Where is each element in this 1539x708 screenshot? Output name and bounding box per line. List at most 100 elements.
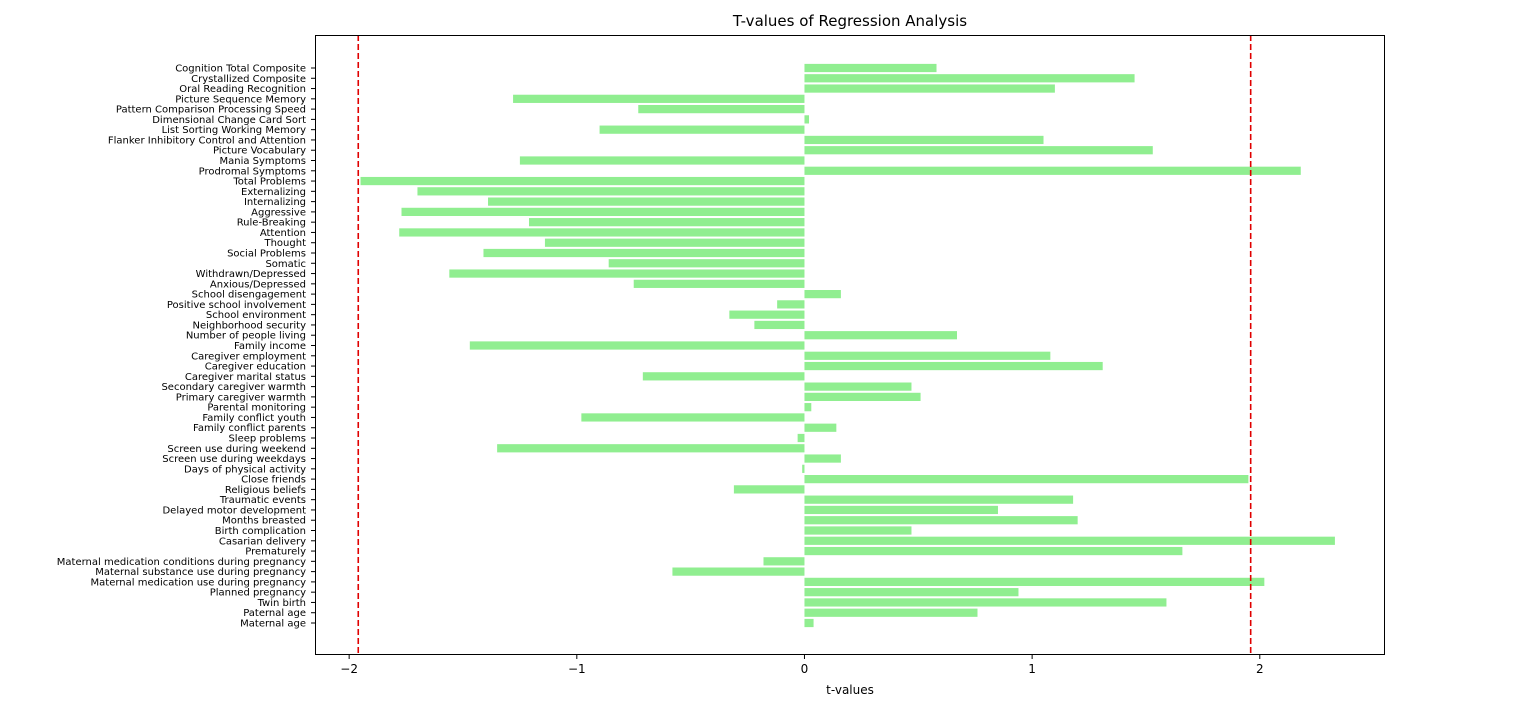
bar-32 bbox=[804, 392, 921, 401]
category-label: Family conflict parents bbox=[193, 423, 306, 434]
category-label: Flanker Inhibitory Control and Attention bbox=[108, 135, 306, 146]
bar-13 bbox=[488, 197, 805, 206]
category-label: Casarian delivery bbox=[219, 536, 306, 547]
bar-38 bbox=[804, 454, 841, 463]
chart-title: T-values of Regression Analysis bbox=[732, 12, 967, 30]
bar-19 bbox=[608, 259, 805, 268]
category-label: Prodromal Symptoms bbox=[199, 166, 306, 177]
bar-8 bbox=[804, 146, 1153, 155]
category-label: Family conflict youth bbox=[202, 413, 306, 424]
bar-11 bbox=[360, 176, 805, 186]
x-tick-label: 1 bbox=[1028, 662, 1036, 676]
threshold-lines bbox=[357, 35, 1252, 655]
category-label: Religious beliefs bbox=[225, 485, 306, 496]
bar-46 bbox=[804, 536, 1335, 545]
bar-10 bbox=[804, 166, 1301, 175]
bar-50 bbox=[804, 577, 1265, 586]
category-label: Maternal medication use during pregnancy bbox=[91, 577, 307, 588]
bar-34 bbox=[581, 413, 805, 422]
bar-36 bbox=[797, 433, 805, 443]
category-label: Withdrawn/Depressed bbox=[196, 269, 306, 280]
bar-22 bbox=[804, 290, 841, 299]
bar-41 bbox=[733, 485, 805, 494]
bar-49 bbox=[672, 567, 805, 576]
bar-5 bbox=[804, 115, 810, 124]
x-tick-label: 2 bbox=[1256, 662, 1264, 676]
category-label: Pattern Comparison Processing Speed bbox=[116, 105, 306, 116]
category-label: Screen use during weekdays bbox=[162, 454, 306, 465]
bar-29 bbox=[804, 361, 1103, 371]
bar-16 bbox=[399, 228, 805, 237]
x-tick-label: −2 bbox=[340, 662, 358, 676]
bar-17 bbox=[544, 238, 805, 247]
bar-51 bbox=[804, 588, 1019, 597]
category-label: List Sorting Working Memory bbox=[162, 125, 307, 136]
category-label: Twin birth bbox=[257, 598, 306, 609]
category-label: Number of people living bbox=[186, 331, 306, 342]
category-label: Dimensional Change Card Sort bbox=[152, 115, 306, 126]
category-label: Mania Symptoms bbox=[219, 156, 306, 167]
category-label: Oral Reading Recognition bbox=[179, 84, 306, 95]
bar-0 bbox=[804, 63, 937, 73]
category-label: Positive school involvement bbox=[167, 300, 306, 311]
category-label: Caregiver marital status bbox=[185, 372, 306, 383]
bar-23 bbox=[777, 300, 805, 309]
bar-9 bbox=[519, 156, 805, 165]
bars-group bbox=[360, 63, 1335, 628]
bar-6 bbox=[599, 125, 805, 134]
bar-25 bbox=[754, 320, 805, 330]
category-label: Prematurely bbox=[245, 547, 306, 558]
bar-4 bbox=[638, 105, 805, 114]
category-label: Birth complication bbox=[215, 526, 306, 537]
category-label: Maternal medication conditions during pr… bbox=[57, 557, 306, 568]
category-label: Screen use during weekend bbox=[167, 444, 306, 455]
bar-3 bbox=[513, 94, 805, 103]
category-label: Months breasted bbox=[222, 516, 306, 527]
category-label: Cognition Total Composite bbox=[175, 64, 306, 75]
bar-39 bbox=[802, 464, 805, 473]
bar-14 bbox=[401, 207, 805, 216]
x-tick-label: 0 bbox=[801, 662, 809, 676]
bar-48 bbox=[763, 557, 805, 566]
category-label: Attention bbox=[260, 228, 306, 239]
x-ticks: −2 −1 0 1 2 bbox=[340, 655, 1264, 676]
category-label: Primary caregiver warmth bbox=[176, 392, 306, 403]
category-label: Somatic bbox=[265, 259, 306, 270]
bar-2 bbox=[804, 84, 1055, 93]
category-label: Neighborhood security bbox=[192, 320, 306, 331]
bar-21 bbox=[633, 279, 805, 288]
bar-37 bbox=[497, 444, 805, 453]
x-tick-label: −1 bbox=[568, 662, 586, 676]
bar-43 bbox=[804, 505, 998, 515]
bar-33 bbox=[804, 403, 812, 412]
bar-18 bbox=[483, 248, 805, 258]
category-label: Social Problems bbox=[227, 249, 306, 260]
category-label: Maternal substance use during pregnancy bbox=[95, 567, 306, 578]
category-label: Crystallized Composite bbox=[191, 74, 306, 85]
category-label: Paternal age bbox=[243, 608, 306, 619]
category-label: School disengagement bbox=[192, 290, 306, 301]
category-label: Parental monitoring bbox=[207, 403, 306, 414]
bar-28 bbox=[804, 351, 1051, 360]
plot-frame bbox=[315, 35, 1385, 655]
category-label: Caregiver employment bbox=[191, 351, 306, 362]
bar-31 bbox=[804, 382, 912, 391]
category-label: Secondary caregiver warmth bbox=[161, 382, 306, 393]
category-label: Sleep problems bbox=[228, 434, 306, 445]
bar-53 bbox=[804, 608, 978, 617]
category-label: Picture Vocabulary bbox=[213, 146, 306, 157]
category-label: Picture Sequence Memory bbox=[175, 94, 306, 105]
category-label: Thought bbox=[263, 238, 306, 249]
bar-27 bbox=[469, 341, 805, 350]
bar-1 bbox=[804, 74, 1135, 83]
category-label: Family income bbox=[234, 341, 306, 352]
category-label: Anxious/Depressed bbox=[210, 279, 306, 290]
bar-40 bbox=[804, 475, 1249, 484]
bar-12 bbox=[417, 187, 805, 196]
category-label: Planned pregnancy bbox=[210, 588, 306, 599]
bar-45 bbox=[804, 526, 912, 535]
bar-52 bbox=[804, 598, 1167, 607]
x-axis-label: t-values bbox=[826, 683, 874, 697]
